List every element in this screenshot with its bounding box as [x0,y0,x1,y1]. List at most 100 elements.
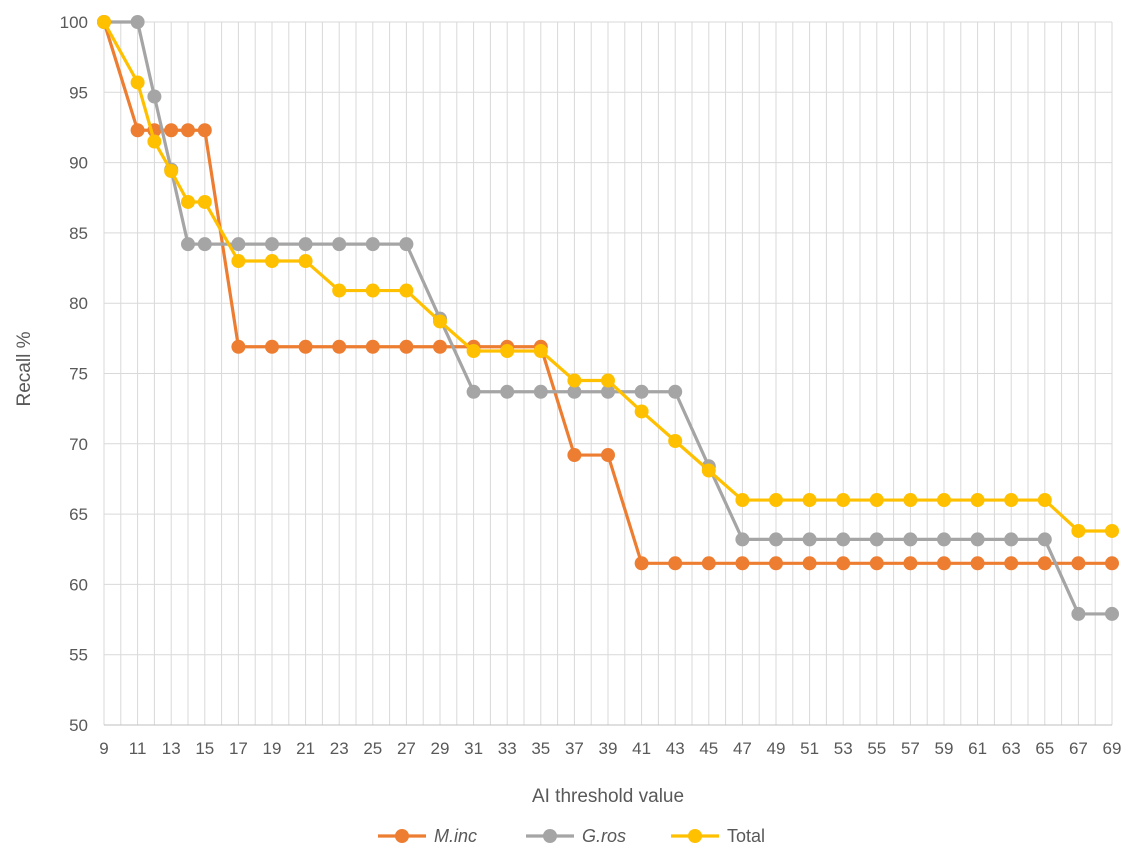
data-point [147,89,162,104]
data-point [466,344,481,359]
x-tick-label: 33 [498,739,517,758]
data-point [181,194,195,209]
data-point [130,123,145,138]
data-point [903,556,918,571]
data-point [903,532,918,547]
data-point [130,15,145,29]
data-point [802,493,817,508]
data-point [164,164,179,179]
x-tick-label: 19 [263,739,282,758]
data-point [130,75,145,90]
y-tick-label: 95 [69,83,88,102]
data-point [1071,556,1086,571]
data-point [1037,493,1052,508]
data-point [533,344,548,359]
legend-marker [688,829,702,843]
x-tick-label: 59 [935,739,954,758]
data-point [1004,493,1019,508]
x-tick-label: 29 [431,739,450,758]
data-point [265,339,279,354]
y-tick-label: 80 [69,294,88,313]
x-tick-label: 65 [1035,739,1054,758]
data-point [97,15,111,29]
data-point [433,314,447,329]
data-point [836,556,851,571]
y-tick-label: 90 [69,154,88,173]
data-point [668,433,683,448]
data-point [668,556,683,571]
data-point [802,532,817,547]
data-point [433,339,447,354]
x-tick-label: 39 [599,739,618,758]
data-point [1071,606,1086,621]
data-point [634,556,649,571]
y-tick-label: 50 [69,716,88,735]
data-point [399,339,414,354]
data-point [500,344,515,359]
x-axis-title: AI threshold value [532,786,684,807]
gridlines [103,21,1113,726]
x-tick-label: 55 [867,739,886,758]
data-point [769,556,783,571]
data-point [701,556,716,571]
legend-label: G.ros [582,826,626,846]
data-point [265,254,279,269]
legend-item: Total [671,826,765,846]
data-point [265,237,279,252]
x-tick-label: 51 [800,739,819,758]
series-group [97,15,1119,621]
y-axis-title: Recall % [14,331,35,406]
data-point [735,556,750,571]
x-tick-label: 21 [296,739,315,758]
x-tick-label: 27 [397,739,416,758]
y-tick-label: 75 [69,365,88,384]
data-point [332,339,347,354]
data-point [970,532,985,547]
x-tick-label: 61 [968,739,987,758]
data-point [231,339,246,354]
x-tick-label: 53 [834,739,853,758]
x-tick-label: 67 [1069,739,1088,758]
data-point [903,493,918,508]
data-point [634,404,649,419]
data-point [164,123,179,138]
data-point [1004,532,1019,547]
data-point [399,237,414,252]
data-point [836,493,851,508]
data-point [298,237,313,252]
data-point [802,556,817,571]
data-point [298,254,313,269]
data-point [970,493,985,508]
data-point [197,123,212,138]
data-point [937,532,951,547]
data-point [869,532,884,547]
y-tick-label: 85 [69,224,88,243]
data-point [634,384,649,399]
data-point [332,283,347,298]
data-point [970,556,985,571]
data-point [567,448,582,463]
x-tick-label: 11 [129,739,147,758]
data-point [1105,556,1119,571]
data-point [937,493,951,508]
x-tick-label: 41 [632,739,651,758]
x-tick-label: 47 [733,739,752,758]
data-point [365,339,380,354]
data-point [836,532,851,547]
data-point [1037,556,1052,571]
data-point [147,134,162,149]
data-point [231,254,246,269]
legend-item: G.ros [526,826,626,846]
x-tick-label: 17 [229,739,248,758]
x-tick-label: 23 [330,739,349,758]
legend: M.inc G.ros Total [378,826,765,846]
series-g-ros [97,15,1119,621]
x-tick-label: 63 [1002,739,1021,758]
data-point [298,339,313,354]
data-point [365,237,380,252]
data-point [181,123,195,138]
legend-label: Total [727,826,765,846]
x-tick-label: 43 [666,739,685,758]
